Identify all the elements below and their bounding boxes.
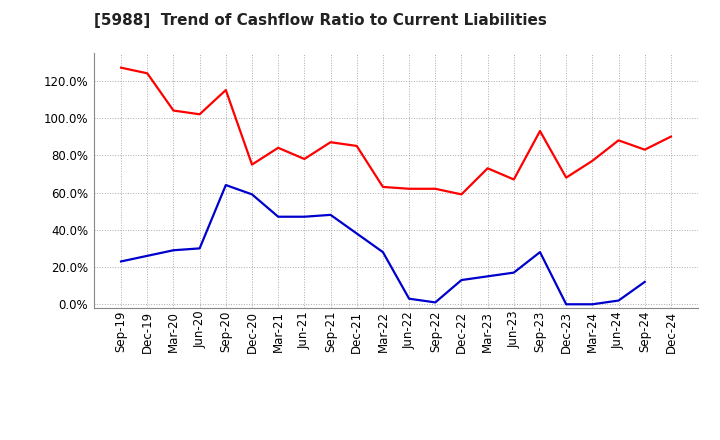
Free CF to Current Liabilities [536, 249, 544, 255]
Operating CF to Current Liabilities [117, 65, 125, 70]
Free CF to Current Liabilities [483, 274, 492, 279]
Operating CF to Current Liabilities [169, 108, 178, 113]
Operating CF to Current Liabilities [667, 134, 675, 139]
Operating CF to Current Liabilities [483, 165, 492, 171]
Operating CF to Current Liabilities [143, 71, 152, 76]
Free CF to Current Liabilities [562, 302, 570, 307]
Operating CF to Current Liabilities [195, 112, 204, 117]
Free CF to Current Liabilities [222, 183, 230, 188]
Operating CF to Current Liabilities [431, 186, 440, 191]
Operating CF to Current Liabilities [562, 175, 570, 180]
Free CF to Current Liabilities [352, 231, 361, 236]
Operating CF to Current Liabilities [614, 138, 623, 143]
Free CF to Current Liabilities [457, 277, 466, 282]
Free CF to Current Liabilities [117, 259, 125, 264]
Free CF to Current Liabilities [510, 270, 518, 275]
Operating CF to Current Liabilities [536, 128, 544, 134]
Free CF to Current Liabilities [326, 212, 335, 217]
Operating CF to Current Liabilities [248, 162, 256, 167]
Operating CF to Current Liabilities [274, 145, 282, 150]
Operating CF to Current Liabilities [457, 192, 466, 197]
Operating CF to Current Liabilities [379, 184, 387, 190]
Free CF to Current Liabilities [248, 192, 256, 197]
Free CF to Current Liabilities [169, 248, 178, 253]
Text: [5988]  Trend of Cashflow Ratio to Current Liabilities: [5988] Trend of Cashflow Ratio to Curren… [94, 13, 546, 28]
Free CF to Current Liabilities [405, 296, 413, 301]
Operating CF to Current Liabilities [222, 88, 230, 93]
Free CF to Current Liabilities [379, 249, 387, 255]
Operating CF to Current Liabilities [588, 158, 597, 164]
Free CF to Current Liabilities [300, 214, 309, 220]
Line: Operating CF to Current Liabilities: Operating CF to Current Liabilities [121, 68, 671, 194]
Free CF to Current Liabilities [588, 302, 597, 307]
Free CF to Current Liabilities [431, 300, 440, 305]
Operating CF to Current Liabilities [352, 143, 361, 149]
Free CF to Current Liabilities [614, 298, 623, 303]
Free CF to Current Liabilities [274, 214, 282, 220]
Operating CF to Current Liabilities [405, 186, 413, 191]
Operating CF to Current Liabilities [326, 139, 335, 145]
Free CF to Current Liabilities [640, 279, 649, 285]
Operating CF to Current Liabilities [300, 156, 309, 161]
Line: Free CF to Current Liabilities: Free CF to Current Liabilities [121, 185, 644, 304]
Free CF to Current Liabilities [143, 253, 152, 258]
Operating CF to Current Liabilities [640, 147, 649, 152]
Free CF to Current Liabilities [195, 246, 204, 251]
Operating CF to Current Liabilities [510, 177, 518, 182]
